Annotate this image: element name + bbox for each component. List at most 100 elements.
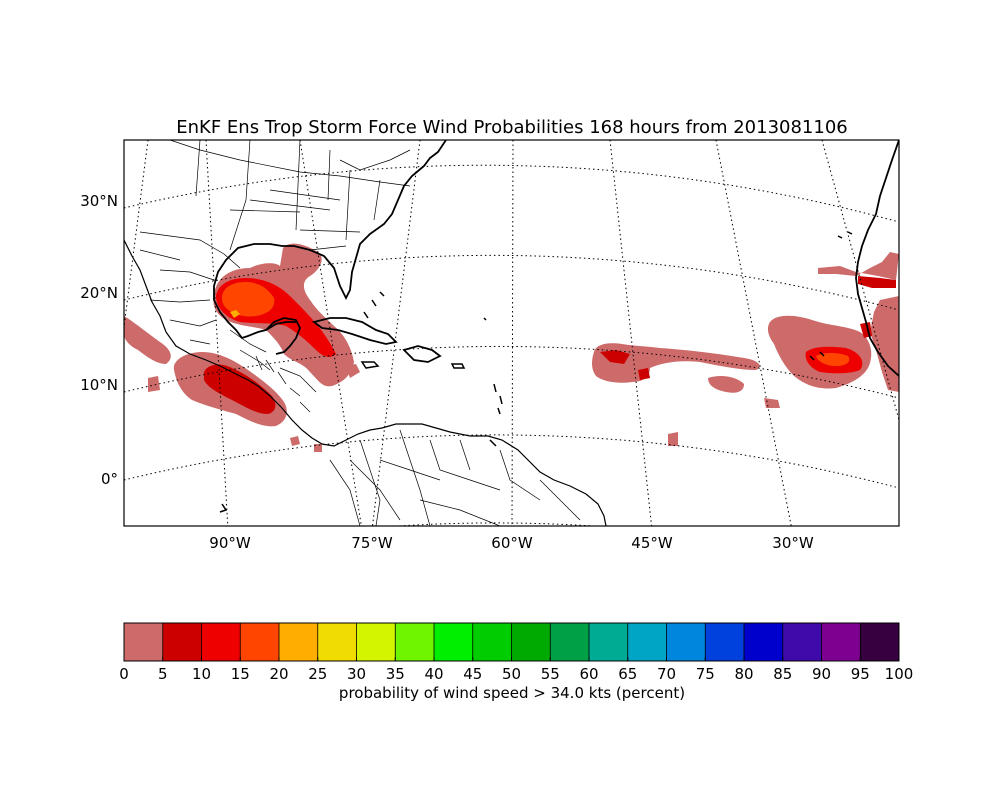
cuba [311, 317, 398, 345]
us-mexico-border [139, 231, 241, 269]
prob-region-eatl-coast [870, 296, 899, 392]
colorbar-tick-label: 20 [269, 665, 288, 683]
mexico-pacific-coast [124, 239, 167, 333]
colorbar-tick-label: 50 [502, 665, 521, 683]
colorbar-segment [589, 623, 629, 661]
colorbar-segments [124, 623, 900, 661]
prob-region-gulf-cuba [346, 364, 360, 378]
colorbar-label: probability of wind speed > 34.0 kts (pe… [339, 684, 685, 702]
colorbar-segment [860, 623, 900, 661]
colorbar-segment [782, 623, 822, 661]
colorbar-segment [356, 623, 396, 661]
south-america-borders [329, 429, 581, 526]
latitude-labels: 30°N 20°N 10°N 0° [80, 192, 118, 488]
parallel-20n [124, 254, 899, 311]
prob-region-catl-red [600, 350, 630, 364]
longitude-labels: 90°W 75°W 60°W 45°W 30°W [209, 534, 814, 552]
bahamas [363, 291, 385, 319]
prob-region-eatl-north [818, 252, 899, 280]
lat-label-20n: 20°N [80, 284, 118, 302]
yucatan-peninsula [265, 317, 301, 355]
lon-label-45w: 45°W [631, 534, 673, 552]
bermuda [483, 317, 487, 321]
graticule [124, 140, 899, 526]
hispaniola [402, 345, 442, 363]
prob-region-eatl-north-red [858, 276, 896, 288]
colorbar-segment [511, 623, 551, 661]
colorbar-tick-label: 0 [119, 665, 129, 683]
meridian-45w [511, 140, 514, 526]
map-title: EnKF Ens Trop Storm Force Wind Probabili… [176, 117, 847, 138]
colorbar-tick-label: 55 [541, 665, 560, 683]
colorbar-tick-label: 40 [424, 665, 443, 683]
colorbar-tick-label: 45 [463, 665, 482, 683]
meridian-75w [299, 140, 362, 526]
prob-region-catl-outer [592, 343, 760, 383]
lon-label-90w: 90°W [209, 534, 251, 552]
colorbar-segment [279, 623, 319, 661]
central-america-borders [255, 355, 317, 413]
colorbar-segment [201, 623, 241, 661]
colorbar-segment [162, 623, 202, 661]
lesser-antilles [489, 383, 503, 447]
prob-region-epac-red [204, 364, 276, 414]
prob-region-gulf-core [222, 282, 275, 317]
colorbar-tick-label: 10 [192, 665, 211, 683]
lat-label-30n: 30°N [80, 192, 118, 210]
colorbar-segment [124, 623, 164, 661]
colorbar-tick-label: 30 [347, 665, 366, 683]
colorbar-tick-label: 65 [618, 665, 637, 683]
prob-region-epac-tail [124, 316, 171, 364]
africa-coast [855, 140, 899, 377]
coastlines [124, 140, 899, 526]
lon-label-75w: 75°W [351, 534, 393, 552]
prob-region-epac-blob1 [148, 376, 160, 392]
colorbar-segment [240, 623, 280, 661]
colorbar-tick-label: 75 [696, 665, 715, 683]
puerto-rico [450, 363, 466, 369]
parallel-10n [124, 345, 899, 399]
parallel-0 [124, 434, 899, 489]
colorbar-tick-label: 95 [851, 665, 870, 683]
galapagos [219, 503, 228, 513]
lon-label-60w: 60°W [491, 534, 533, 552]
lat-label-0: 0° [101, 470, 118, 488]
parallel-30n [124, 164, 899, 223]
prob-region-catl-south [708, 376, 744, 393]
colorbar-segment [666, 623, 706, 661]
colorbar-tick-label: 35 [386, 665, 405, 683]
colorbar-tick-label: 90 [812, 665, 831, 683]
colorbar-ticks: 0 5 10 15 20 25 30 35 40 45 50 55 60 65 70 75 80 85 90 95 10… [119, 657, 913, 683]
jamaica [360, 361, 380, 369]
prob-region-eatl-core [816, 353, 850, 366]
map-frame [123, 139, 900, 527]
colorbar-segment [627, 623, 667, 661]
colorbar-segment [705, 623, 745, 661]
meridian-15w [715, 140, 792, 526]
map-area [124, 140, 899, 526]
prob-region-gulf-peak [230, 310, 240, 318]
colorbar-tick-label: 5 [158, 665, 168, 683]
colorbar: 0 5 10 15 20 25 30 35 40 45 50 55 60 65 70 75 80 85 90 95 10… [119, 622, 913, 702]
colorbar-tick-label: 80 [734, 665, 753, 683]
meridian-0 [821, 140, 899, 421]
us-east-coast [213, 140, 447, 340]
colorbar-segment [550, 623, 590, 661]
prob-region-epac-blob2 [290, 436, 300, 446]
colorbar-segment [472, 623, 512, 661]
prob-region-catl-red2 [638, 368, 650, 380]
probability-regions [124, 243, 899, 452]
colorbar-tick-label: 15 [231, 665, 250, 683]
prob-region-epac-blob3 [314, 444, 322, 452]
colorbar-tick-label: 25 [308, 665, 327, 683]
colorbar-tick-label: 70 [657, 665, 676, 683]
central-america-coast [165, 331, 607, 526]
prob-region-catl-blob1 [668, 432, 678, 446]
colorbar-segment [744, 623, 784, 661]
colorbar-segment [317, 623, 357, 661]
mexico-states [139, 249, 271, 371]
colorbar-segment [821, 623, 861, 661]
colorbar-tick-label: 100 [885, 665, 914, 683]
lon-label-30w: 30°W [772, 534, 814, 552]
